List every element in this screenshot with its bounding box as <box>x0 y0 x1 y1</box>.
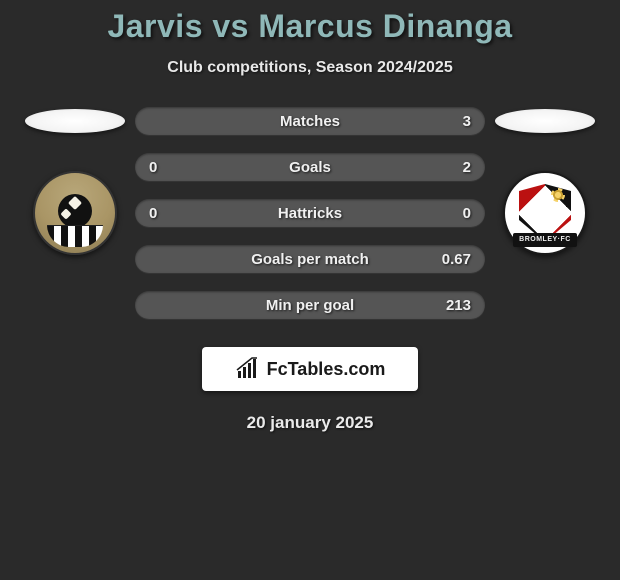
subtitle: Club competitions, Season 2024/2025 <box>0 59 620 77</box>
stat-right-value: 0 <box>431 205 471 222</box>
player-left-avatar-placeholder <box>25 109 125 133</box>
main-area: Matches 3 0 Goals 2 0 Hattricks 0 Goals … <box>0 107 620 319</box>
page-title: Jarvis vs Marcus Dinanga <box>0 8 620 45</box>
stats-table: Matches 3 0 Goals 2 0 Hattricks 0 Goals … <box>135 107 485 319</box>
stat-right-value: 0.67 <box>431 251 471 268</box>
stat-right-value: 213 <box>431 297 471 314</box>
comparison-card: Jarvis vs Marcus Dinanga Club competitio… <box>0 0 620 433</box>
brand-watermark: FcTables.com <box>202 347 418 391</box>
stat-left-value: 0 <box>149 205 189 222</box>
snapshot-date: 20 january 2025 <box>0 413 620 433</box>
stat-right-value: 2 <box>431 159 471 176</box>
player-left-column <box>15 107 135 255</box>
stripes-icon <box>47 225 103 247</box>
brand-text: FcTables.com <box>267 359 386 380</box>
club-badge-right: BROMLEY·FC <box>503 171 587 255</box>
stat-row: Min per goal 213 <box>135 291 485 319</box>
stat-row: 0 Hattricks 0 <box>135 199 485 227</box>
club-banner: BROMLEY·FC <box>513 233 577 247</box>
player-right-column: BROMLEY·FC <box>485 107 605 255</box>
stat-right-value: 3 <box>431 113 471 130</box>
player-right-avatar-placeholder <box>495 109 595 133</box>
stat-row: Matches 3 <box>135 107 485 135</box>
club-badge-left <box>33 171 117 255</box>
stat-row: Goals per match 0.67 <box>135 245 485 273</box>
stat-row: 0 Goals 2 <box>135 153 485 181</box>
bar-chart-icon <box>235 357 259 381</box>
stat-left-value: 0 <box>149 159 189 176</box>
football-icon <box>58 194 92 228</box>
